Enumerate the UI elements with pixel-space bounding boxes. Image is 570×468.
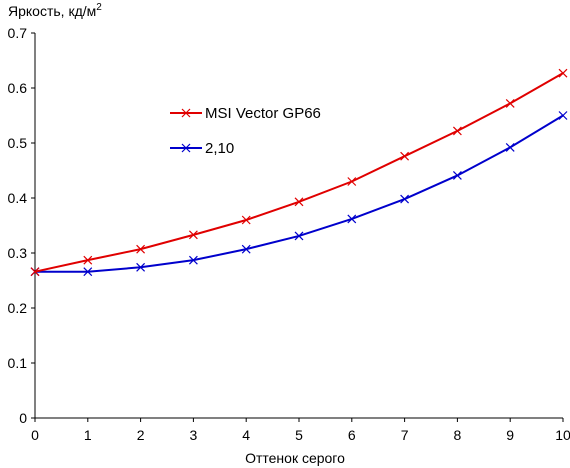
data-point [83, 267, 93, 277]
data-point [294, 197, 304, 207]
data-point [30, 267, 40, 277]
series-2 [30, 111, 568, 277]
data-point [558, 111, 568, 120]
series-line [34, 72, 564, 273]
x-tick-label: 0 [31, 427, 39, 443]
x-ticks: 0 1 2 3 4 5 6 7 8 9 10 [31, 418, 570, 443]
legend-label: 2,10 [205, 140, 234, 157]
series-group [30, 68, 568, 277]
axes [34, 33, 563, 419]
legend-item: 2,10 [170, 140, 234, 157]
legend-marker [181, 108, 191, 118]
data-point [188, 255, 198, 265]
data-point [241, 244, 251, 254]
data-point [400, 194, 410, 204]
data-point [452, 126, 462, 136]
y-ticks: 0 0.1 0.2 0.3 0.4 0.5 0.6 0.7 [8, 25, 35, 426]
data-point [294, 231, 304, 241]
y-tick-label: 0.1 [8, 355, 28, 371]
y-axis-label: Яркость, кд/м2 [8, 2, 102, 19]
data-point [505, 98, 515, 108]
data-point [136, 262, 146, 272]
data-point [188, 230, 198, 240]
data-point [452, 171, 462, 180]
data-point [136, 244, 146, 254]
data-point [241, 215, 251, 225]
y-tick-label: 0 [19, 410, 27, 426]
legend-item: MSI Vector GP66 [170, 105, 321, 122]
x-tick-label: 6 [348, 427, 356, 443]
series-1 [30, 68, 568, 277]
y-tick-label: 0.4 [8, 190, 28, 206]
data-point [505, 142, 515, 152]
series-line [35, 114, 564, 273]
x-tick-label: 4 [242, 427, 250, 443]
data-point [400, 151, 410, 161]
legend: MSI Vector GP66 2,10 [170, 105, 321, 157]
x-tick-label: 2 [137, 427, 145, 443]
y-tick-label: 0.2 [8, 300, 28, 316]
x-tick-label: 3 [190, 427, 198, 443]
y-tick-label: 0.5 [8, 135, 28, 151]
x-axis-label: Оттенок серого [245, 450, 345, 466]
x-tick-label: 9 [506, 427, 514, 443]
x-tick-label: 1 [84, 427, 92, 443]
data-point [558, 68, 568, 78]
data-point [347, 214, 357, 224]
y-tick-label: 0.7 [8, 25, 28, 41]
x-tick-label: 7 [401, 427, 409, 443]
y-tick-label: 0.6 [8, 80, 28, 96]
legend-marker [181, 143, 191, 153]
y-tick-label: 0.3 [8, 245, 28, 261]
x-tick-label: 5 [295, 427, 303, 443]
x-tick-label: 8 [454, 427, 462, 443]
legend-label: MSI Vector GP66 [205, 105, 321, 122]
data-point [347, 177, 357, 186]
data-point [83, 255, 93, 265]
x-tick-label: 10 [555, 427, 570, 443]
